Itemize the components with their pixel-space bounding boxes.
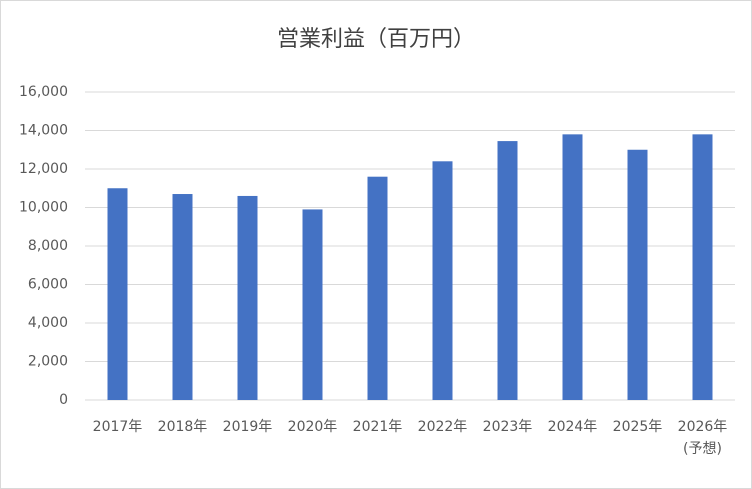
x-tick-label: 2021年 — [353, 419, 403, 435]
x-tick-label: 2025年 — [613, 419, 663, 435]
x-tick-label: 2023年 — [483, 419, 533, 435]
y-tick-label: 10,000 — [19, 200, 68, 216]
y-tick-label: 8,000 — [28, 238, 68, 254]
chart-title: 営業利益（百万円） — [277, 27, 475, 52]
x-tick-label: 2026年(予想) — [678, 419, 728, 457]
x-tick-label: 2024年 — [548, 419, 598, 435]
y-tick-label: 16,000 — [19, 84, 68, 100]
bar — [302, 209, 323, 400]
x-tick-label: 2017年 — [93, 419, 143, 435]
y-tick-label: 14,000 — [19, 123, 68, 139]
x-tick-label: 2019年 — [223, 419, 273, 435]
y-tick-label: 0 — [59, 392, 68, 408]
x-tick-label: 2022年 — [418, 419, 468, 435]
x-tick-label: 2020年 — [288, 419, 338, 435]
bar — [172, 194, 193, 400]
bar — [562, 134, 583, 400]
bar — [432, 161, 453, 400]
y-tick-label: 12,000 — [19, 161, 68, 177]
y-tick-label: 2,000 — [28, 354, 68, 370]
bar — [237, 195, 258, 400]
bar — [692, 134, 713, 400]
y-tick-label: 6,000 — [28, 277, 68, 293]
bar — [627, 149, 648, 400]
bar — [107, 188, 128, 400]
bar — [367, 176, 388, 400]
x-tick-label: 2018年 — [158, 419, 208, 435]
bar — [497, 141, 518, 400]
y-tick-label: 4,000 — [28, 315, 68, 331]
